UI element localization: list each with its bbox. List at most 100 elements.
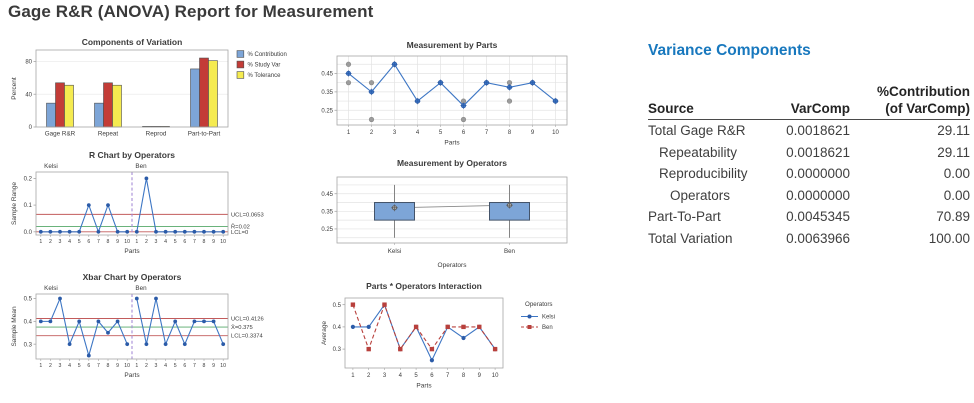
chart-title: Parts * Operators Interaction — [366, 281, 482, 291]
x-axis-label: Parts — [416, 383, 432, 390]
bar — [190, 68, 200, 128]
data-point — [86, 353, 91, 358]
x-tick-label: 4 — [164, 363, 167, 369]
control-limit-label: X̄=0.375 — [231, 324, 253, 331]
measurement-point — [368, 116, 375, 123]
data-point — [106, 330, 110, 335]
data-point — [182, 229, 187, 234]
x-tick-label: 10 — [492, 373, 499, 379]
data-point — [86, 203, 91, 208]
x-tick-label: 5 — [78, 239, 81, 245]
column-header — [648, 83, 750, 100]
x-tick-label: 9 — [116, 239, 119, 245]
data-point — [48, 319, 53, 324]
variance-components-table: %Contribution Source VarComp (of VarComp) To… — [648, 83, 970, 249]
x-tick-label: 3 — [383, 373, 387, 379]
data-point — [350, 302, 356, 307]
data-point — [154, 296, 158, 301]
cell-varcomp: 0.0018621 — [786, 123, 850, 138]
plot-border — [35, 171, 229, 236]
chart-title: R Chart by Operators — [89, 150, 175, 160]
cell-source: Repeatability — [659, 144, 738, 160]
y-tick-label: 0 — [29, 125, 33, 131]
legend-swatch — [236, 71, 245, 79]
series-line — [352, 303, 496, 351]
x-tick-label: 7 — [446, 373, 450, 379]
x-tick-label: 7 — [485, 130, 489, 136]
data-point — [58, 296, 62, 301]
x-tick-label: 2 — [370, 130, 374, 136]
xbar-chart: Xbar Chart by Operators Sample Mean Kelsi B… — [11, 272, 264, 379]
cell-contribution: 29.11 — [937, 123, 970, 138]
series-line — [136, 298, 224, 347]
data-point — [144, 342, 149, 347]
table-row: Operators 0.0000000 0.00 — [648, 185, 970, 207]
legend-label: Kelsi — [542, 315, 555, 321]
x-tick-label: 5 — [174, 239, 177, 245]
y-tick-label: 0.35 — [321, 90, 333, 96]
data-point — [382, 302, 387, 307]
data-point — [48, 229, 53, 234]
x-tick-label: 4 — [68, 239, 71, 245]
x-tick-label: 5 — [174, 363, 177, 369]
data-point — [492, 346, 498, 352]
x-tick-label: 5 — [414, 373, 418, 379]
x-tick-label: 2 — [49, 363, 52, 369]
x-tick-label: 1 — [135, 239, 138, 245]
control-limit-label: LCL=0.3374 — [231, 334, 264, 340]
x-tick-label: 10 — [220, 239, 226, 245]
x-tick-label: 4 — [416, 130, 420, 136]
data-point — [134, 229, 139, 234]
x-axis-label: Parts — [124, 248, 140, 255]
x-category-label: Gage R&R — [45, 131, 76, 138]
x-tick-label: 10 — [124, 363, 130, 369]
x-tick-label: 1 — [39, 239, 42, 245]
x-tick-label: 3 — [393, 130, 397, 136]
series-line — [40, 296, 128, 358]
x-tick-label: 2 — [367, 373, 371, 379]
data-point — [461, 335, 466, 341]
column-header: (of VarComp) — [885, 101, 970, 116]
data-point — [429, 346, 435, 352]
plot-background — [345, 298, 503, 368]
bar — [64, 84, 74, 128]
x-category-label: Repeat — [98, 131, 119, 138]
data-point — [429, 358, 434, 363]
x-tick-label: 1 — [347, 130, 351, 136]
plot-background — [337, 56, 567, 125]
cell-source: Reproducibility — [659, 166, 748, 181]
y-tick-label: 0.0 — [24, 230, 33, 236]
y-tick-label: 0.1 — [24, 203, 33, 209]
x-tick-label: 6 — [430, 373, 434, 379]
x-tick-label: 10 — [552, 130, 559, 136]
data-point — [192, 319, 197, 324]
y-tick-label: 0.4 — [24, 319, 33, 325]
y-tick-label: 0.45 — [321, 192, 333, 198]
parts-operators-interaction-chart: Parts * Operators Interaction Average 0.3 0… — [321, 281, 555, 390]
data-point — [125, 342, 130, 347]
data-point — [221, 342, 226, 347]
series-line — [136, 178, 224, 233]
legend-marker — [527, 325, 532, 329]
x-axis-label: Operators — [438, 262, 468, 269]
table-row: Total Variation 0.0063966 100.00 — [648, 228, 970, 250]
cell-source: Total Gage R&R — [648, 123, 746, 138]
x-category-label: Part-to-Part — [188, 131, 221, 138]
y-axis-label: Sample Mean — [11, 306, 18, 346]
x-tick-label: 6 — [183, 239, 186, 245]
x-tick-label: 8 — [107, 239, 110, 245]
data-point — [202, 319, 206, 324]
y-tick-label: 0.3 — [333, 347, 342, 353]
data-point — [445, 324, 450, 330]
x-tick-label: 10 — [124, 239, 130, 245]
cell-varcomp: 0.0000000 — [786, 187, 850, 203]
plot-border — [336, 55, 568, 126]
mean-line — [348, 63, 556, 107]
bar — [103, 82, 113, 128]
measurement-point — [345, 61, 352, 67]
chart-title: Measurement by Operators — [397, 158, 507, 168]
data-point — [115, 229, 120, 234]
y-tick-label: 80 — [25, 60, 32, 66]
data-point — [77, 229, 82, 234]
